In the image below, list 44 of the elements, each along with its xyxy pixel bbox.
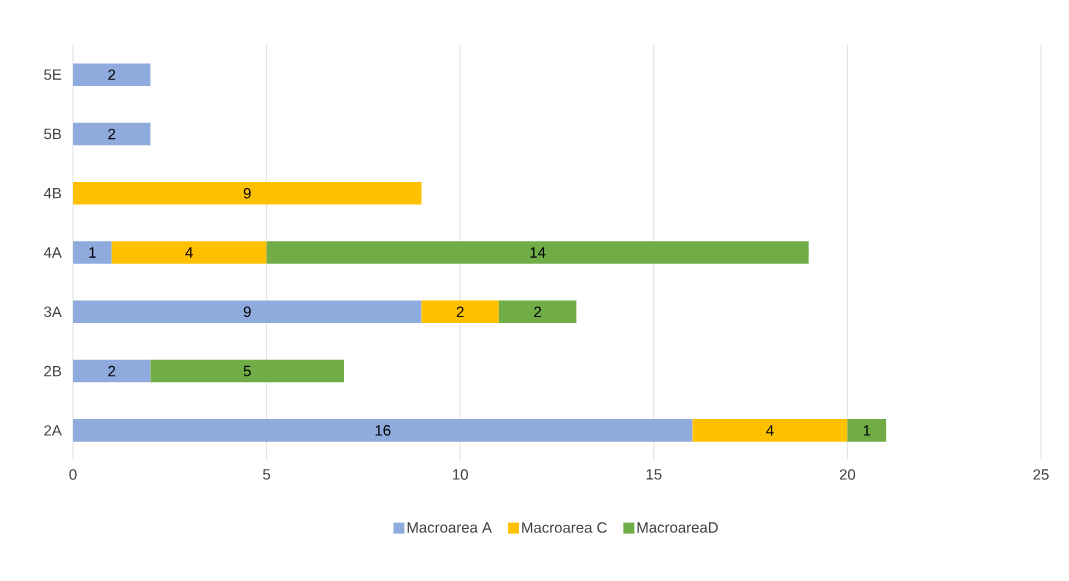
x-tick-label: 0 <box>69 469 77 480</box>
data-label: 1 <box>89 247 96 258</box>
y-tick-label: 4A <box>43 247 62 258</box>
bar <box>692 419 848 442</box>
data-label: 16 <box>375 425 391 436</box>
bar <box>73 359 151 383</box>
y-tick-label: 4B <box>43 188 62 199</box>
bar <box>73 419 693 442</box>
legend-label: MacroareaD <box>637 522 718 533</box>
x-tick-label: 10 <box>453 469 468 480</box>
data-label: 2 <box>534 306 542 318</box>
y-tick-label: 3A <box>44 306 62 318</box>
data-label: 4 <box>185 247 193 258</box>
bar <box>111 241 267 264</box>
data-label: 2 <box>108 128 116 140</box>
y-tick-label: 2B <box>44 365 62 377</box>
bar <box>847 419 887 442</box>
data-label: 2 <box>456 306 464 318</box>
data-label: 9 <box>243 187 251 199</box>
bar <box>73 300 422 324</box>
bar <box>73 63 151 86</box>
data-label: 9 <box>243 306 251 318</box>
bar <box>266 241 809 264</box>
y-tick-label: 2A <box>44 425 62 436</box>
bar <box>73 241 112 264</box>
bar <box>498 300 577 324</box>
bar <box>421 300 499 324</box>
x-tick-label: 15 <box>646 469 662 480</box>
y-tick-label: 5E <box>44 69 62 80</box>
data-label: 14 <box>530 247 546 258</box>
legend-label: Macroarea A <box>407 522 492 533</box>
data-label: 2 <box>108 69 116 80</box>
data-label: 4 <box>766 425 774 436</box>
bar <box>73 122 151 146</box>
bar <box>150 359 345 383</box>
data-label: 5 <box>243 365 251 377</box>
data-label: 2 <box>108 365 116 377</box>
x-tick-label: 25 <box>1033 469 1049 480</box>
legend-label: Macroarea C <box>522 522 607 533</box>
bar <box>73 181 422 205</box>
x-tick-label: 5 <box>263 469 271 480</box>
y-tick-label: 5B <box>44 128 62 140</box>
x-tick-label: 20 <box>839 469 856 480</box>
data-label: 1 <box>863 425 871 436</box>
